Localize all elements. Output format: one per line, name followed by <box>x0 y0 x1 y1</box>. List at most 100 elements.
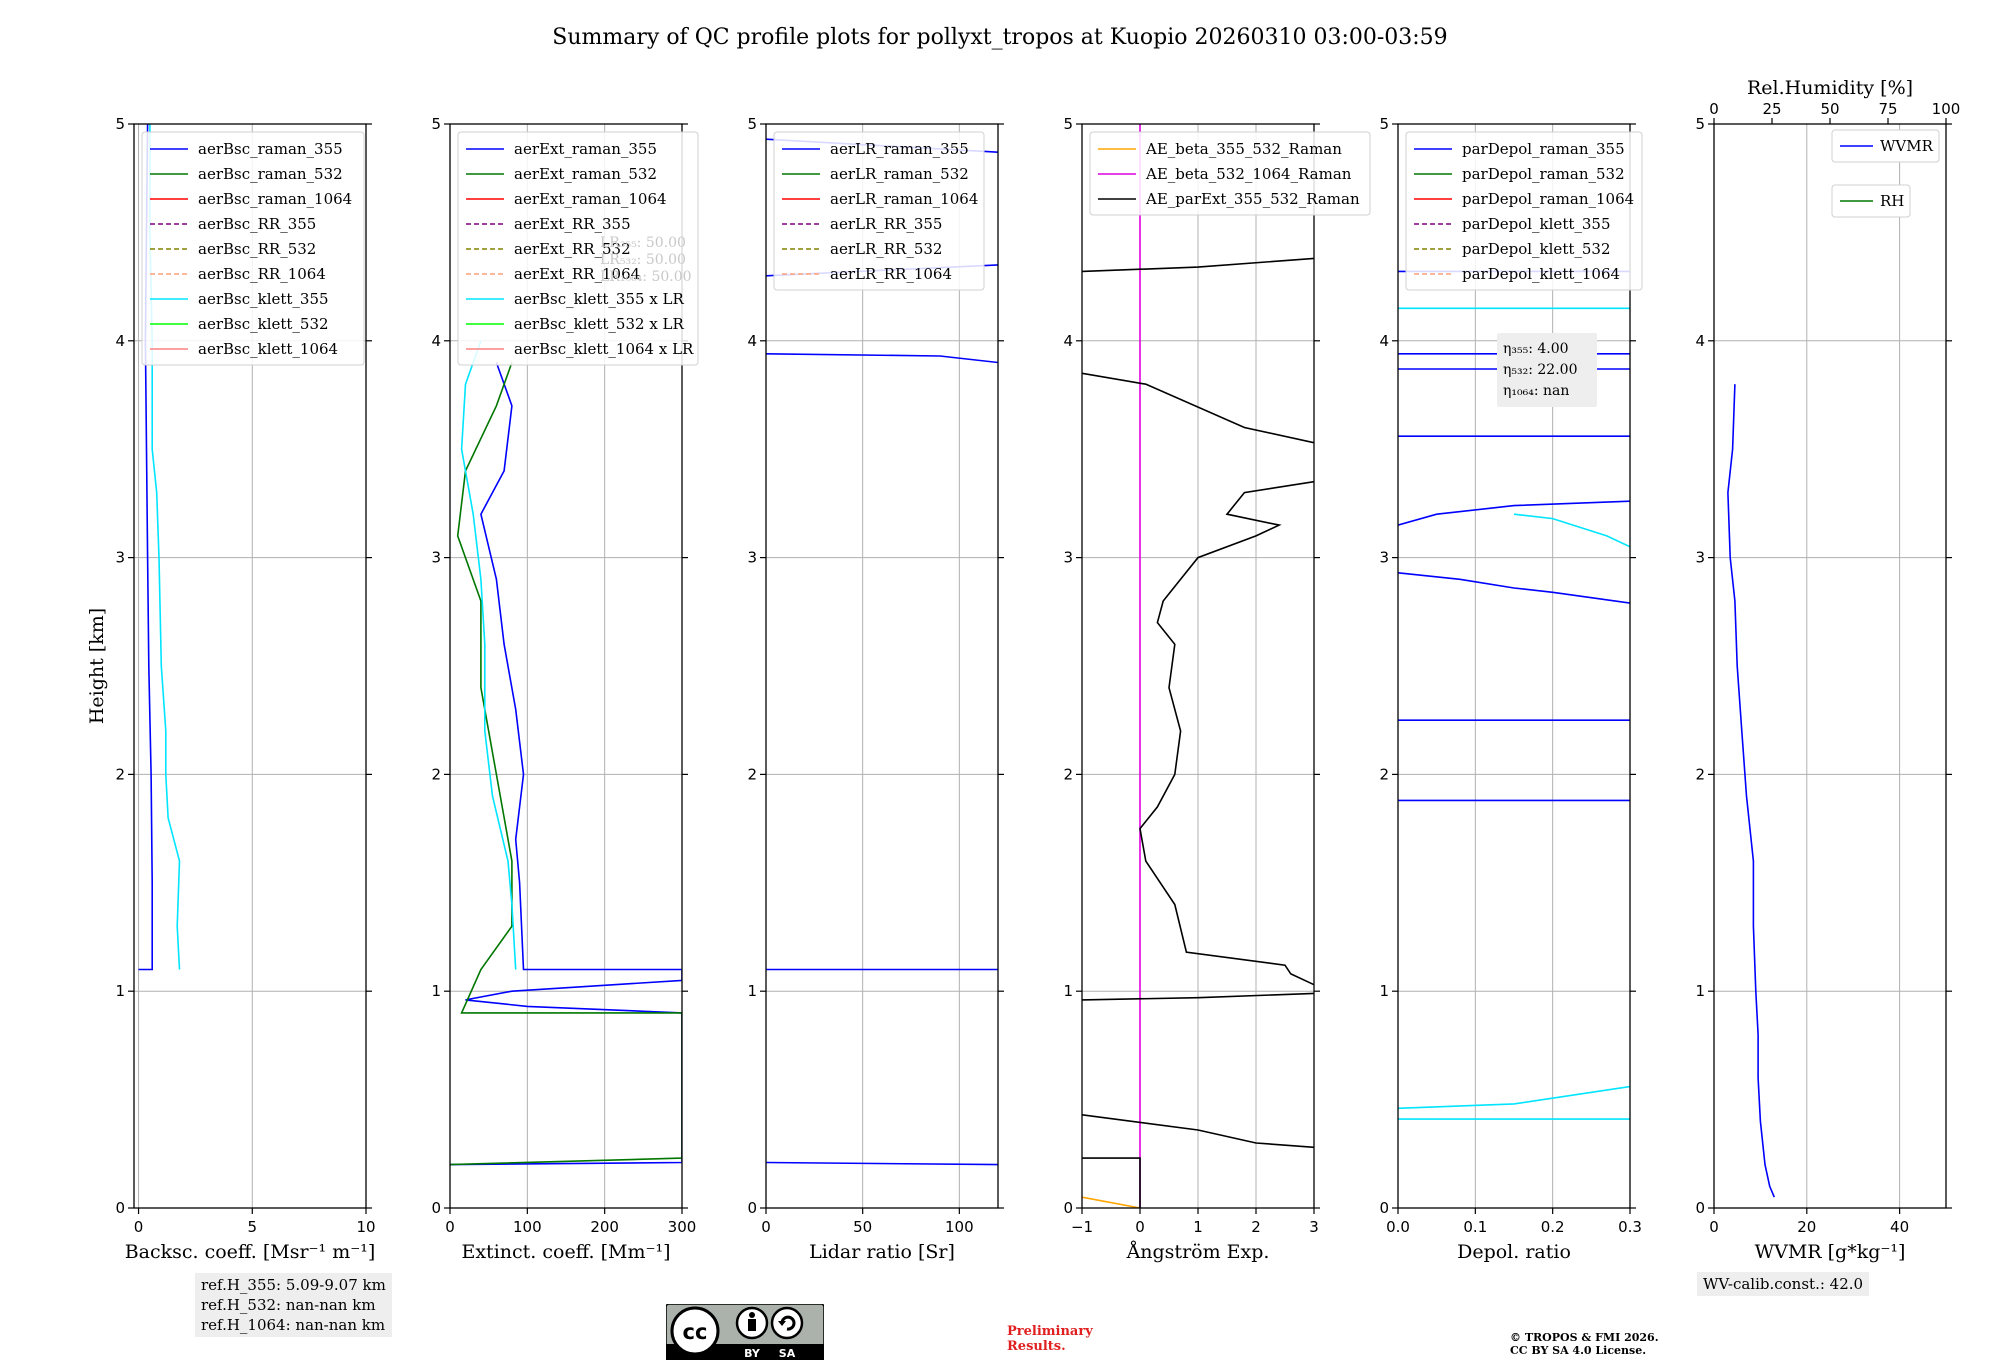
legend: aerBsc_raman_355 aerBsc_raman_532 aerBsc_r… <box>141 131 365 366</box>
x-tick-label: 0.0 <box>1386 1218 1410 1236</box>
y-tick-label: 5 <box>115 115 125 133</box>
x-tick-label: 0.3 <box>1618 1218 1642 1236</box>
legend-entry: parDepol_raman_532 <box>1462 165 1625 183</box>
panel-backscatter: 0 5 10 0 1 2 3 4 5 Backsc. coeff. [Msr⁻¹ m⁻¹] Heig… <box>86 115 376 1263</box>
y-axis-label: Height [km] <box>86 608 108 724</box>
panel-depolarization: 0.0 0.1 0.2 0.3 0 1 2 3 4 5 Depol. ratio parDepol_r… <box>1379 115 1643 1263</box>
refh-355: ref.H_355: 5.09-9.07 km <box>201 1276 386 1294</box>
legend-entry: parDepol_raman_1064 <box>1462 190 1634 208</box>
plot-frame <box>765 123 999 1209</box>
legend-entry: aerBsc_raman_532 <box>198 165 343 183</box>
legend-entry: aerExt_RR_532 <box>514 240 631 258</box>
y-tick-label: 2 <box>1695 765 1705 783</box>
x-axis-label: WVMR [g*kg⁻¹] <box>1755 1241 1906 1263</box>
eta-annotation: η₁₀₆₄: nan <box>1503 383 1569 399</box>
y-tick-label: 2 <box>115 765 125 783</box>
legend-entry: aerBsc_raman_1064 <box>198 190 352 208</box>
y-tick-label: 0 <box>115 1199 125 1217</box>
y-tick-label: 2 <box>747 765 757 783</box>
cc-sa-label: SA <box>779 1347 796 1360</box>
eta-box <box>1497 333 1597 407</box>
copyright-note: © TROPOS & FMI 2026. CC BY SA 4.0 Licens… <box>1510 1331 1659 1357</box>
legend-entry: aerBsc_klett_1064 <box>198 340 338 358</box>
x-tick-label: 0 <box>1709 1218 1719 1236</box>
series-aerExt_raman_355 <box>450 362 682 1166</box>
y-tick-label: 1 <box>431 982 441 1000</box>
x-tick-label: 40 <box>1890 1218 1909 1236</box>
top-tick-label: 100 <box>1932 100 1961 118</box>
x-tick-label: 10 <box>356 1218 375 1236</box>
legend-entry: aerExt_raman_355 <box>514 140 657 158</box>
y-tick-label: 3 <box>431 549 441 567</box>
x-tick-label: 100 <box>945 1218 974 1236</box>
y-tick-label: 0 <box>1063 1199 1073 1217</box>
refh-532: ref.H_532: nan-nan km <box>201 1296 376 1314</box>
top-tick-label: 50 <box>1820 100 1839 118</box>
x-tick-label: 0 <box>1135 1218 1145 1236</box>
series-AE_parExt_355_532_Raman-c <box>1082 992 1314 1001</box>
series-aerExt_raman_532 <box>450 362 682 1166</box>
legend-entry: aerBsc_raman_355 <box>198 140 343 158</box>
x-tick-label: 1 <box>1193 1218 1203 1236</box>
legend-entry: aerLR_RR_355 <box>830 215 942 233</box>
cc-by-label: BY <box>744 1347 761 1360</box>
legend-entry: parDepol_klett_355 <box>1462 215 1611 233</box>
y-tick-label: 0 <box>747 1199 757 1217</box>
legend-entry: aerLR_raman_355 <box>830 140 969 158</box>
series-AE_beta_355_532_Raman <box>1082 1196 1141 1208</box>
legend-entry: aerBsc_klett_532 x LR <box>514 315 685 333</box>
legend-entry: AE_beta_355_532_Raman <box>1145 140 1342 158</box>
reference-height-box: ref.H_355: 5.09-9.07 km ref.H_532: nan-n… <box>195 1273 392 1337</box>
legend-entry: parDepol_klett_532 <box>1462 240 1611 258</box>
x-tick-label: 100 <box>513 1218 542 1236</box>
legend-box <box>1405 131 1643 291</box>
x-tick-label: 0.1 <box>1463 1218 1487 1236</box>
legend-entry: AE_parExt_355_532_Raman <box>1145 190 1360 208</box>
lr-annotation: LR₁₀₆₄: 50.00 <box>600 269 692 285</box>
legend: parDepol_raman_355 parDepol_raman_532 parD… <box>1405 131 1643 291</box>
legend-entry: aerLR_raman_1064 <box>830 190 978 208</box>
series-parDepol_klett_355-b <box>1398 1085 1630 1110</box>
y-tick-label: 2 <box>431 765 441 783</box>
wv-calib-constant: WV-calib.const.: 42.0 <box>1703 1275 1864 1293</box>
legend-entry: aerLR_raman_532 <box>830 165 969 183</box>
legend: AE_beta_355_532_Raman AE_beta_532_1064_Ra… <box>1089 131 1371 216</box>
top-tick-label: 0 <box>1709 100 1719 118</box>
x-tick-label: 20 <box>1797 1218 1816 1236</box>
plot-frame <box>133 123 367 1209</box>
x-axis-label: Lidar ratio [Sr] <box>809 1241 955 1263</box>
legend-entry: aerLR_RR_1064 <box>830 265 952 283</box>
y-tick-label: 1 <box>1379 982 1389 1000</box>
eta-annotation: η₃₅₅: 4.00 <box>1503 341 1569 357</box>
preliminary-results-note: Preliminary Results. <box>1007 1324 1093 1354</box>
legend-entry: aerBsc_RR_1064 <box>198 265 326 283</box>
x-tick-label: 50 <box>853 1218 872 1236</box>
legend-entry: aerBsc_klett_532 <box>198 315 329 333</box>
y-tick-label: 0 <box>1695 1199 1705 1217</box>
copyright-line-2: CC BY SA 4.0 License. <box>1510 1344 1647 1357</box>
x-tick-label: 200 <box>590 1218 619 1236</box>
legend-entry: AE_beta_532_1064_Raman <box>1145 165 1352 183</box>
wv-calib-box: WV-calib.const.: 42.0 <box>1697 1272 1870 1296</box>
y-tick-label: 5 <box>1379 115 1389 133</box>
legend-entry-rh: RH <box>1880 192 1904 210</box>
legend-entry: parDepol_raman_355 <box>1462 140 1625 158</box>
plot-frame <box>1397 123 1631 1209</box>
legend-entry: aerBsc_RR_355 <box>198 215 316 233</box>
legend-box <box>141 131 365 366</box>
plot-frame <box>1713 123 1947 1209</box>
y-tick-label: 4 <box>1379 332 1389 350</box>
cc-logo-text: cc <box>683 1320 708 1344</box>
y-tick-label: 3 <box>1063 549 1073 567</box>
series-aerBsc_klett_355-x-LR <box>460 340 517 970</box>
y-tick-label: 5 <box>747 115 757 133</box>
y-tick-label: 4 <box>431 332 441 350</box>
y-tick-label: 1 <box>115 982 125 1000</box>
series-parDepol_klett_355-c <box>1513 513 1630 548</box>
y-tick-label: 1 <box>1063 982 1073 1000</box>
plot-frame <box>449 123 683 1209</box>
x-axis-label: Ångström Exp. <box>1126 1241 1270 1263</box>
y-tick-label: 0 <box>1379 1199 1389 1217</box>
x-tick-label: 0 <box>761 1218 771 1236</box>
